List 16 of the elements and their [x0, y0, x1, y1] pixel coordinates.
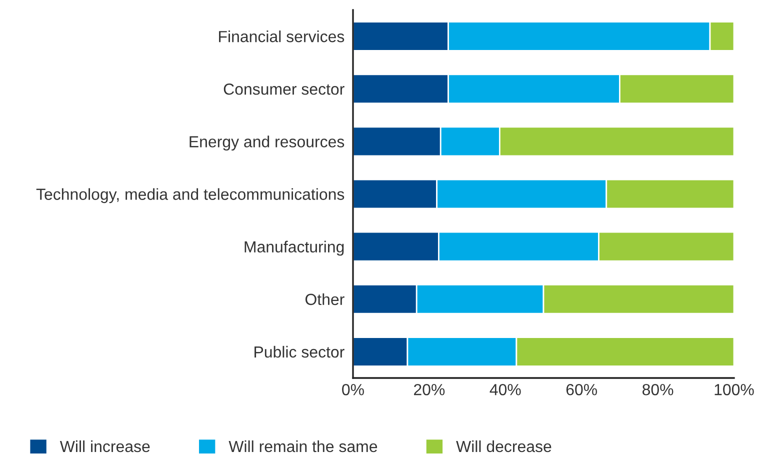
y-tick-label: Technology, media and telecommunications	[36, 188, 344, 204]
y-tick-label: Public sector	[254, 346, 344, 358]
x-tick-label: 100%	[714, 384, 754, 396]
y-tick-label: Energy and resources	[190, 136, 344, 151]
x-tick-label: 20%	[414, 384, 445, 396]
x-tick-label: 80%	[642, 384, 674, 396]
x-tick-label: 60%	[566, 384, 598, 396]
y-tick-label: Financial services	[219, 30, 344, 42]
y-tick-label: Manufacturing	[244, 240, 344, 256]
x-tick-label: 0%	[342, 384, 364, 396]
y-tick-label: Consumer sector	[224, 83, 344, 95]
x-tick-label: 40%	[490, 384, 521, 396]
legend-label: Will remain the same	[228, 440, 378, 452]
legend-label: Will decrease	[456, 440, 552, 452]
legend-label: Will increase	[60, 440, 150, 452]
y-tick-label: Other	[305, 293, 344, 306]
